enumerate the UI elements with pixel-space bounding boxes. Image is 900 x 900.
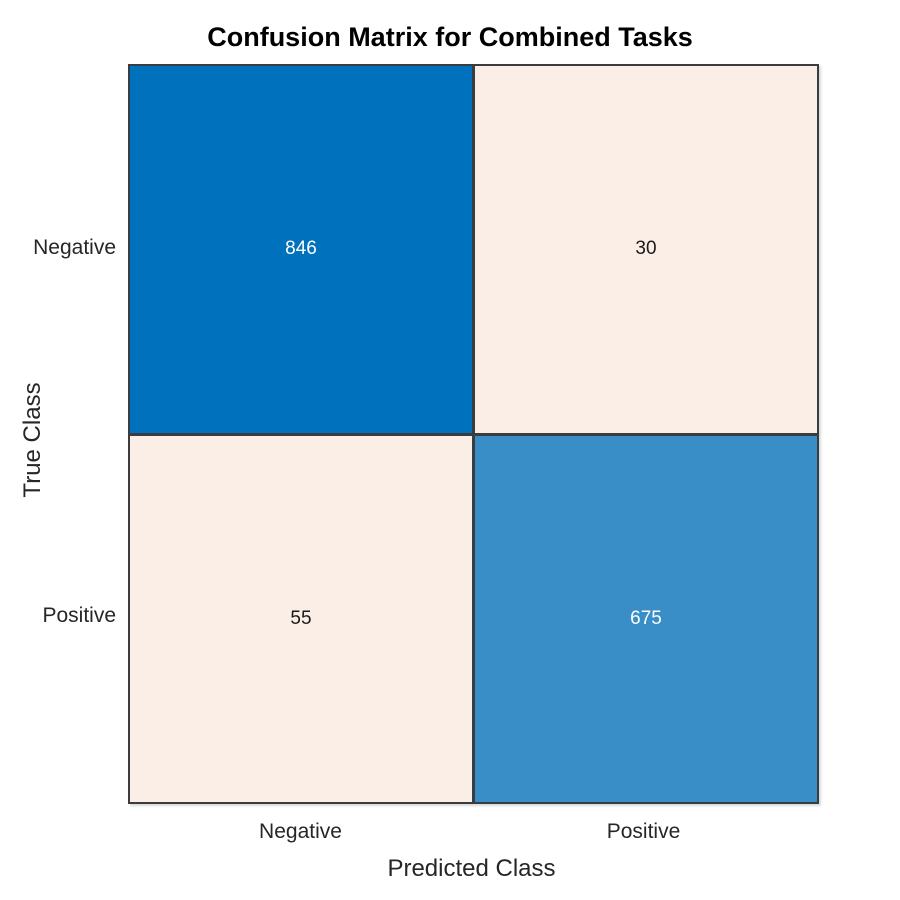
cell-value-false-positive: 30 [635,238,657,260]
matrix-cell-true-negative-pred-positive: 30 [475,66,817,433]
matrix-cell-true-positive-pred-negative: 55 [130,435,472,802]
matrix-cell-true-positive-pred-positive: 675 [475,435,817,802]
x-tick-negative: Negative [259,820,342,843]
y-axis-label: True Class [19,382,46,498]
x-axis-label: Predicted Class [387,855,556,882]
y-tick-positive: Positive [42,604,116,627]
chart-title: Confusion Matrix for Combined Tasks [207,22,693,52]
y-tick-negative: Negative [33,236,116,259]
confusion-matrix-plot: 846 30 55 675 [128,64,819,804]
x-tick-positive: Positive [606,820,681,843]
matrix-cell-true-negative-pred-negative: 846 [130,66,472,433]
cell-value-false-negative: 55 [290,607,312,629]
cell-value-true-positive: 675 [630,607,662,629]
cell-value-true-negative: 846 [285,238,317,260]
